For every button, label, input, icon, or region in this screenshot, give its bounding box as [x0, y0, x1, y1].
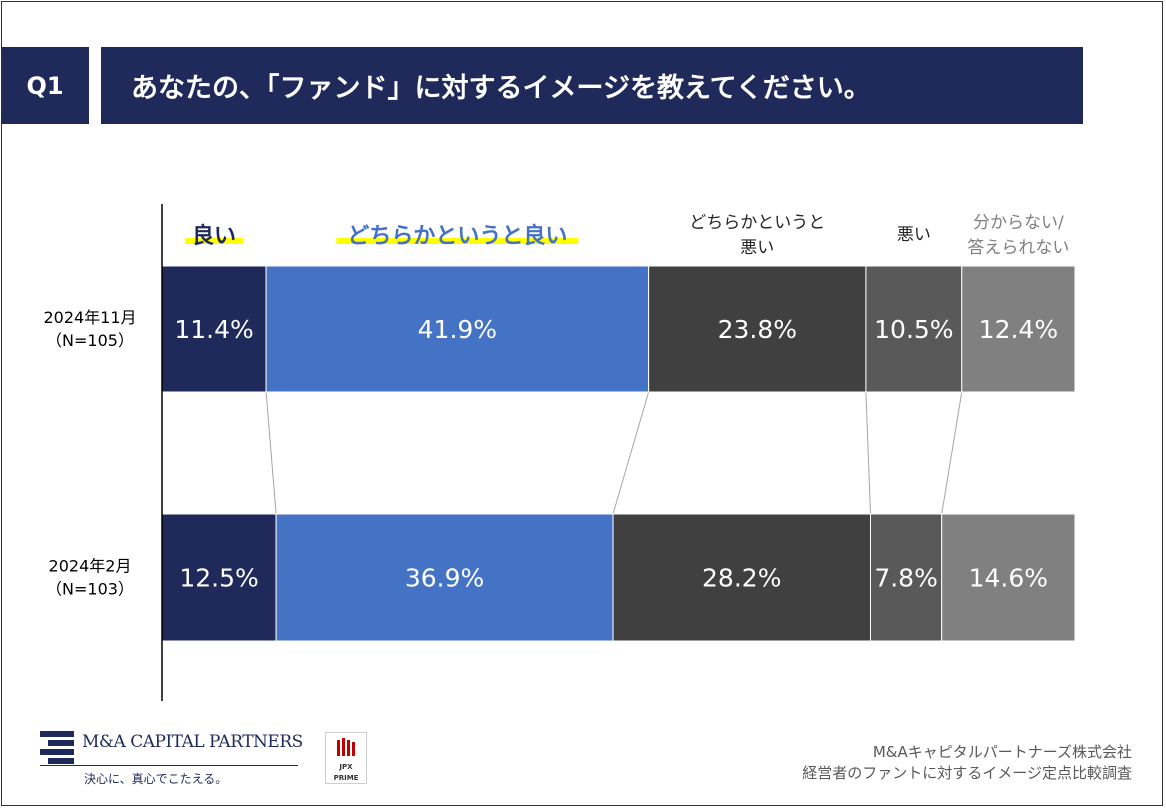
company-tagline: 決心に、真心でこたえる。 [84, 772, 228, 786]
connector-line-4 [941, 391, 963, 515]
bar-segment-0-3 [865, 265, 963, 393]
data-label-0-1: 41.9% [418, 315, 497, 344]
row-label-0: 2024年11月 [43, 308, 136, 327]
bar-segment-1-4 [941, 513, 1076, 642]
jpx-label: JPX [339, 763, 353, 771]
data-label-1-2: 28.2% [702, 564, 781, 593]
legend-label-0: 良い [192, 223, 236, 249]
data-label-1-1: 36.9% [405, 564, 484, 593]
legend-highlight-0 [185, 238, 244, 244]
bar-segment-1-1 [275, 513, 614, 642]
source-survey: 経営者のファントに対するイメージ定点比較調査 [802, 764, 1132, 782]
legend-label-4-line2: 答えられない [967, 238, 1069, 258]
bar-segment-0-1 [265, 265, 650, 393]
source-company: M&Aキャピタルパートナーズ株式会社 [872, 743, 1132, 761]
question-title: あなたの、「ファンド」に対するイメージを教えてください。 [101, 47, 1083, 124]
bar-segment-1-2 [612, 513, 871, 642]
source-note: M&Aキャピタルパートナーズ株式会社 経営者のファントに対するイメージ定点比較調… [802, 742, 1132, 784]
jpx-prime-label: PRIME [333, 774, 359, 782]
data-label-0-3: 10.5% [874, 315, 953, 344]
legend-label-1: どちらかというと良い [347, 223, 567, 249]
logo-divider [40, 765, 298, 766]
legend-label-2-line2: 悪い [740, 238, 774, 258]
connector-line-1 [265, 391, 277, 515]
data-label-1-3: 7.8% [874, 564, 938, 593]
bar-segment-1-3 [869, 513, 943, 642]
bar-segment-1-0 [161, 513, 277, 642]
legend-highlight-1 [336, 238, 579, 244]
data-label-0-4: 12.4% [979, 315, 1058, 344]
connector-line-2 [612, 391, 650, 515]
row-n-label-1: （N=103） [46, 580, 134, 599]
data-label-0-2: 23.8% [718, 315, 797, 344]
data-label-0-0: 11.4% [174, 315, 253, 344]
legend-label-4-line1: 分からない/ [973, 213, 1064, 233]
question-badge: Q1 [1, 47, 89, 124]
bar-segment-0-2 [648, 265, 867, 393]
company-logo-mark-icon [40, 731, 74, 764]
jpx-prime-logo: JPX PRIME [325, 732, 367, 784]
data-label-1-4: 14.6% [969, 564, 1048, 593]
bar-segment-0-0 [161, 265, 267, 393]
data-label-1-0: 12.5% [179, 564, 258, 593]
bar-segment-0-4 [961, 265, 1076, 393]
company-logo-name: M&A CAPITAL PARTNERS [82, 732, 303, 752]
row-label-1: 2024年2月 [49, 557, 132, 576]
row-n-label-0: （N=105） [46, 331, 134, 350]
connector-line-3 [865, 391, 871, 515]
company-logo: M&A CAPITAL PARTNERS 決心に、真心でこたえる。 [38, 727, 303, 789]
legend-label-2-line1: どちらかというと [689, 213, 825, 233]
legend-label-3: 悪い [897, 225, 931, 245]
stacked-bar-chart: 11.4% 41.9% 23.8% 10.5% 12.4% 2024年11月 （N=105）… [43, 204, 1076, 701]
jpx-mark-icon [337, 738, 355, 756]
